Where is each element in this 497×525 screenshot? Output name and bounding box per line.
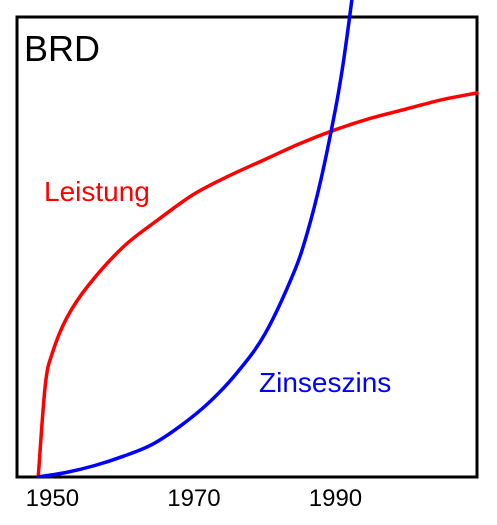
plot-frame <box>15 15 479 479</box>
series-layer <box>36 0 479 478</box>
x-tick-labels: 1950 1970 1990 <box>26 485 362 512</box>
series-label-leistung: Leistung <box>44 176 150 207</box>
x-tick-label-2: 1990 <box>309 485 362 512</box>
series-line-0 <box>36 91 479 478</box>
x-tick-label-1: 1970 <box>167 485 220 512</box>
chart-title: BRD <box>24 28 100 69</box>
series-label-zinseszins: Zinseszins <box>259 367 391 398</box>
x-tick-label-0: 1950 <box>26 485 79 512</box>
series-line-1 <box>36 0 354 478</box>
